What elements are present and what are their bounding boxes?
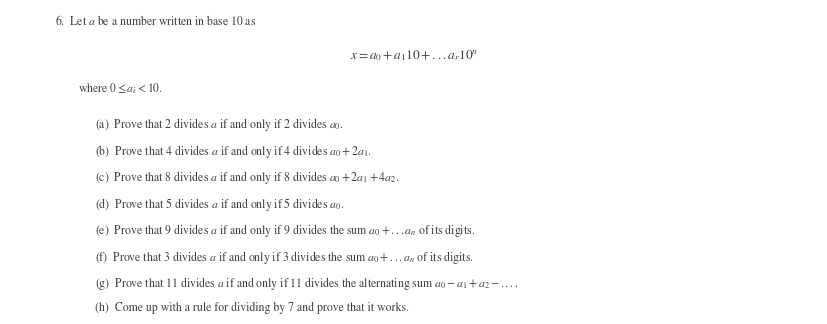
Text: (g)  Prove that 11 divides $a$ if and only if 11 divides the alternating sum $a_: (g) Prove that 11 divides $a$ if and onl…	[95, 275, 518, 292]
Text: 6.  Let $a$ be a number written in base 10 as: 6. Let $a$ be a number written in base 1…	[55, 14, 256, 28]
Text: (h)  Come up with a rule for dividing by 7 and prove that it works.: (h) Come up with a rule for dividing by …	[95, 302, 409, 314]
Text: (f)  Prove that 3 divides $a$ if and only if 3 divides the sum $a_0 + ...a_n$ of: (f) Prove that 3 divides $a$ if and only…	[95, 249, 473, 265]
Text: (e)  Prove that 9 divides $a$ if and only if 9 divides the sum $a_0 + ...a_n$ of: (e) Prove that 9 divides $a$ if and only…	[95, 222, 475, 239]
Text: (a)  Prove that 2 divides $a$ if and only if 2 divides $a_0$.: (a) Prove that 2 divides $a$ if and only…	[95, 116, 343, 133]
Text: (d)  Prove that 5 divides $a$ if and only if 5 divides $a_0$.: (d) Prove that 5 divides $a$ if and only…	[95, 195, 344, 213]
Text: (c)  Prove that 8 divides $a$ if and only if 8 divides $a_0 + 2a_1 + 4a_2$.: (c) Prove that 8 divides $a$ if and only…	[95, 169, 399, 186]
Text: (b)  Prove that 4 divides $a$ if and only if 4 divides $a_0 + 2a_1$.: (b) Prove that 4 divides $a$ if and only…	[95, 143, 371, 159]
Text: where $0 \leq a_i < 10$.: where $0 \leq a_i < 10$.	[78, 82, 163, 97]
Text: $x = a_0 + a_1 10 + ...a_r 10^n$: $x = a_0 + a_1 10 + ...a_r 10^n$	[350, 48, 477, 63]
